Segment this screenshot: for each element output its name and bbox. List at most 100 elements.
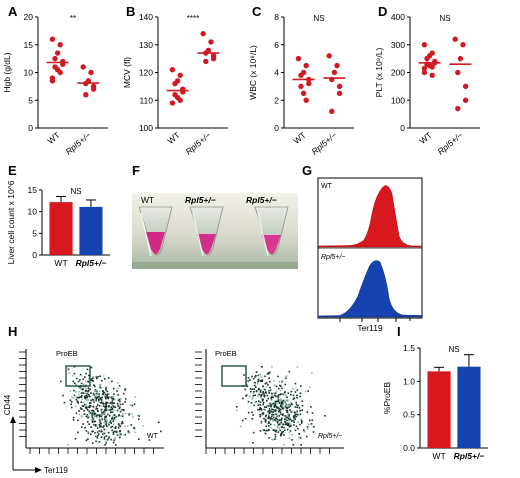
flow-event	[121, 408, 123, 411]
flow-event	[306, 411, 309, 413]
flow-event	[85, 389, 87, 392]
flow-event	[270, 417, 272, 419]
flow-event	[70, 401, 73, 403]
flow-event	[287, 405, 289, 408]
flow-event	[262, 403, 264, 406]
flow-event	[90, 402, 92, 404]
flow-event	[282, 431, 284, 433]
flow-event	[273, 424, 276, 426]
histogram-label-wt: WT	[321, 183, 333, 190]
flow-event	[119, 430, 121, 432]
y-axis-label-d: PLT (x 10⁹/L)	[374, 48, 384, 98]
tube-3-pellet	[262, 235, 281, 254]
flow-event	[310, 406, 312, 408]
flow-event	[277, 424, 280, 426]
flow-event	[98, 418, 101, 420]
flow-event	[277, 415, 280, 418]
flow-event	[257, 395, 259, 397]
flow-event	[280, 421, 282, 424]
flow-event	[92, 409, 94, 412]
flow-event	[117, 399, 120, 401]
flow-event	[109, 396, 112, 399]
flow-event	[111, 418, 113, 420]
flow-event	[300, 419, 303, 422]
data-point-a	[83, 92, 89, 98]
flow-event	[110, 406, 112, 408]
flow-event	[259, 391, 262, 393]
flow-event	[295, 413, 297, 416]
flow-event	[87, 387, 90, 389]
flow-event	[106, 390, 109, 393]
flow2-proeb-gate[interactable]	[221, 365, 247, 387]
flow-event	[79, 386, 82, 388]
flow-event	[148, 439, 151, 441]
flow-event	[90, 426, 92, 428]
flow-event	[303, 430, 306, 433]
flow-event	[97, 433, 100, 435]
flow-event	[85, 387, 87, 390]
flow-event	[279, 405, 282, 408]
flow-event	[92, 399, 95, 401]
flow-event	[271, 438, 273, 441]
flow-event	[94, 415, 96, 418]
flow-event	[272, 420, 274, 422]
flow-event	[108, 396, 110, 399]
flow-event	[100, 379, 103, 382]
flow-event	[73, 394, 76, 397]
flow-event	[93, 423, 95, 426]
flow-event	[287, 415, 289, 418]
flow-event	[289, 409, 291, 411]
flow-event	[93, 384, 95, 386]
flow-event	[94, 396, 97, 398]
flow-event	[124, 425, 126, 427]
flow-event	[285, 377, 287, 380]
flow-event	[288, 414, 291, 416]
flow-event	[255, 374, 257, 377]
flow-event	[105, 442, 108, 444]
flow1-proeb-gate[interactable]	[65, 365, 91, 387]
flow-event	[112, 405, 115, 407]
flow-event	[261, 393, 263, 396]
flow-event	[72, 397, 75, 399]
x-tick-label-e: Rpl5+/−	[76, 258, 107, 268]
flow-event	[274, 409, 277, 412]
flow-event	[283, 426, 285, 429]
flow-event	[103, 438, 106, 440]
flow-event	[260, 422, 263, 425]
chart-wbc: 0 2 4 6 8 WBC (x 10⁹/L) WT Rpl5+/− NS	[248, 12, 354, 157]
flow-event	[268, 408, 271, 410]
flow-event	[301, 400, 304, 402]
flow-event	[90, 366, 93, 369]
flow-event	[269, 405, 272, 407]
flow-event	[308, 423, 310, 426]
flow-event	[262, 385, 264, 387]
flow-event	[103, 406, 106, 408]
flow-event	[118, 407, 121, 410]
flow-event	[273, 406, 276, 408]
data-point-d	[455, 69, 461, 76]
flow-event	[97, 414, 99, 416]
flow-event	[271, 418, 273, 420]
flow-event	[297, 427, 299, 430]
significance-label-c: NS	[313, 14, 324, 23]
flow-event	[275, 430, 277, 433]
flow-event	[75, 384, 78, 386]
flow-event	[284, 421, 286, 423]
flow-event	[281, 387, 283, 390]
flow-event	[91, 398, 94, 401]
flow-event	[103, 422, 106, 424]
flow-event	[129, 404, 132, 406]
flow-event	[278, 409, 281, 412]
flow-event	[286, 411, 288, 413]
flow-event	[117, 427, 120, 429]
flow-event	[100, 415, 103, 418]
flow-event	[279, 429, 281, 432]
flow-event	[84, 380, 87, 383]
flow-event	[90, 392, 92, 394]
flow-event	[142, 425, 144, 427]
flow-event	[97, 375, 99, 378]
histogram-rpl5	[317, 260, 423, 318]
flow-event	[251, 411, 253, 414]
flow-event	[98, 398, 100, 401]
flow-event	[293, 416, 296, 419]
